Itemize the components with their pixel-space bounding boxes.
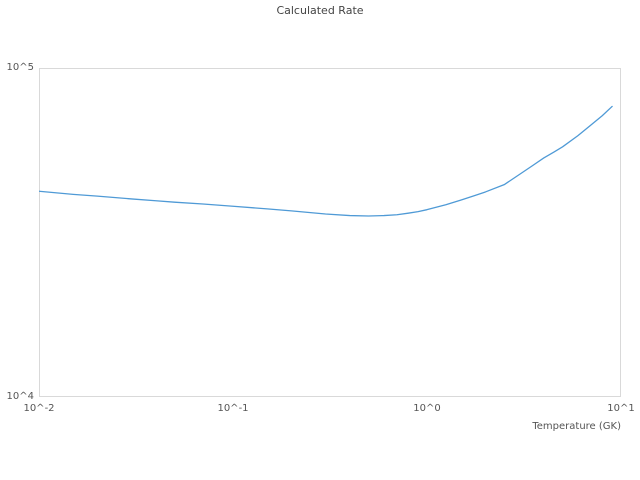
y-tick-label: 10^5 — [6, 62, 34, 73]
x-axis-label: Temperature (GK) — [532, 421, 621, 432]
rate-line-series — [39, 105, 613, 217]
plot-area — [39, 68, 621, 397]
y-tick-label: 10^4 — [6, 391, 34, 402]
plot-canvas — [39, 105, 613, 217]
chart-title: Calculated Rate — [276, 4, 364, 17]
x-tick-label: 10^0 — [413, 403, 441, 414]
x-tick-label: 10^1 — [607, 403, 635, 414]
x-tick-label: 10^-1 — [217, 403, 249, 414]
x-tick-label: 10^-2 — [23, 403, 55, 414]
